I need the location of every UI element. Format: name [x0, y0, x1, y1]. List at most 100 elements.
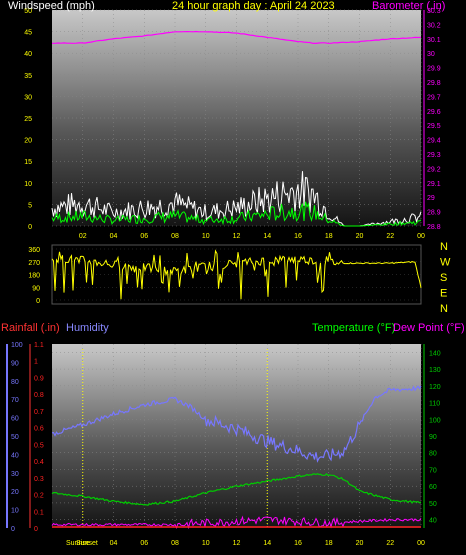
dewpoint-series — [51, 515, 422, 530]
compass-label: S — [440, 272, 447, 284]
barometer-tick-label: 30.1 — [427, 37, 441, 44]
direction-tick-label: 180 — [28, 273, 40, 280]
rain-tick-label: 0.2 — [34, 493, 44, 500]
compass-label: E — [440, 288, 447, 300]
humidity-tick-label: 70 — [11, 397, 19, 404]
rain-tick-label: 1.1 — [34, 342, 44, 349]
temperature-tick-label: 90 — [429, 434, 437, 441]
wind-tick-label: 40 — [24, 51, 32, 58]
temperature-series — [51, 472, 422, 506]
humidity-tick-label: 50 — [11, 434, 19, 441]
barometer-tick-label: 28.9 — [427, 210, 441, 217]
barometer-series — [52, 30, 422, 45]
time-tick-label: 16 — [294, 540, 302, 547]
humidity-tick-label: 0 — [11, 526, 15, 533]
temperature-tick-label: 60 — [429, 484, 437, 491]
time-tick-label: 08 — [171, 540, 179, 547]
humidity-tick-label: 100 — [11, 342, 23, 349]
humidity-tick-label: 60 — [11, 416, 19, 423]
humidity-tick-label: 90 — [11, 360, 19, 367]
barometer-tick-label: 30.2 — [427, 22, 441, 29]
direction-tick-label: 90 — [32, 285, 40, 292]
time-tick-label: 00 — [417, 233, 425, 240]
compass-label: W — [440, 257, 451, 269]
time-tick-label: 10 — [202, 233, 210, 240]
time-tick-label: 14 — [263, 540, 271, 547]
temperature-tick-label: 50 — [429, 501, 437, 508]
time-tick-label: 12 — [233, 540, 241, 547]
rain-tick-label: 0 — [34, 526, 38, 533]
time-tick-label: 20 — [356, 540, 364, 547]
barometer-tick-label: 29.2 — [427, 166, 441, 173]
compass-label: N — [440, 241, 448, 253]
wind-tick-label: 50 — [24, 8, 32, 15]
wind-tick-label: 30 — [24, 94, 32, 101]
temperature-tick-label: 100 — [429, 417, 441, 424]
sunset-label: Sunset — [76, 540, 98, 547]
time-tick-label: 16 — [294, 233, 302, 240]
direction-tick-label: 360 — [28, 247, 40, 254]
humidity-tick-label: 20 — [11, 489, 19, 496]
barometer-tick-label: 29.5 — [427, 123, 441, 130]
time-tick-label: 14 — [263, 233, 271, 240]
rain-tick-label: 1 — [34, 359, 38, 366]
temperature-tick-label: 120 — [429, 384, 441, 391]
time-tick-label: 22 — [386, 233, 394, 240]
barometer-tick-label: 29.6 — [427, 109, 441, 116]
barometer-tick-label: 29.1 — [427, 181, 441, 188]
wind-tick-label: 20 — [24, 138, 32, 145]
dewpoint-axis-label: Dew Point (°F) — [393, 322, 465, 334]
barometer-axis-label: Barometer (.in) — [372, 0, 445, 12]
humidity-tick-label: 30 — [11, 471, 19, 478]
wind-tick-label: 45 — [24, 30, 32, 37]
wind-direction-series — [51, 249, 422, 300]
time-tick-label: 22 — [386, 540, 394, 547]
time-tick-label: 10 — [202, 540, 210, 547]
temperature-tick-label: 140 — [429, 350, 441, 357]
time-tick-label: 00 — [417, 540, 425, 547]
rainfall-axis-label: Rainfall (.in) — [1, 322, 60, 334]
humidity-tick-label: 10 — [11, 508, 19, 515]
time-tick-label: 04 — [110, 233, 118, 240]
rain-tick-label: 0.1 — [34, 509, 44, 516]
temperature-tick-label: 70 — [429, 467, 437, 474]
sunrise-label: Sunrise — [66, 540, 90, 547]
barometer-tick-label: 29.8 — [427, 80, 441, 87]
rain-tick-label: 0.7 — [34, 409, 44, 416]
rain-tick-label: 0.5 — [34, 442, 44, 449]
barometer-tick-label: 30.3 — [427, 8, 441, 15]
time-tick-label: 04 — [110, 540, 118, 547]
rain-tick-label: 0.6 — [34, 426, 44, 433]
chart-title: 24 hour graph day : April 24 2023 — [172, 0, 335, 12]
rain-tick-label: 0.8 — [34, 392, 44, 399]
time-tick-label: 08 — [171, 233, 179, 240]
time-tick-label: 06 — [140, 233, 148, 240]
wind-axis-label: Windspeed (mph) — [8, 0, 95, 12]
time-tick-label: 20 — [356, 233, 364, 240]
humidity-tick-label: 40 — [11, 452, 19, 459]
rain-tick-label: 0.4 — [34, 459, 44, 466]
wind-speed-series — [51, 201, 422, 227]
direction-tick-label: 270 — [28, 260, 40, 267]
humidity-tick-label: 80 — [11, 379, 19, 386]
barometer-tick-label: 29 — [427, 195, 435, 202]
temperature-tick-label: 110 — [429, 401, 440, 408]
temperature-tick-label: 80 — [429, 451, 437, 458]
compass-label: N — [440, 303, 448, 315]
time-tick-label: 06 — [140, 540, 148, 547]
temperature-tick-label: 130 — [429, 367, 441, 374]
rain-tick-label: 0.9 — [34, 375, 44, 382]
barometer-tick-label: 28.8 — [427, 224, 441, 231]
barometer-tick-label: 30 — [427, 51, 435, 58]
humidity-series — [51, 385, 422, 463]
barometer-tick-label: 29.4 — [427, 138, 441, 145]
direction-tick-label: 0 — [36, 298, 40, 305]
humidity-axis-label: Humidity — [66, 322, 109, 334]
barometer-tick-label: 29.9 — [427, 66, 441, 73]
barometer-tick-label: 29.3 — [427, 152, 441, 159]
rain-tick-label: 0.3 — [34, 476, 44, 483]
temperature-tick-label: 40 — [429, 518, 437, 525]
time-tick-label: 18 — [325, 540, 333, 547]
barometer-tick-label: 29.7 — [427, 94, 441, 101]
